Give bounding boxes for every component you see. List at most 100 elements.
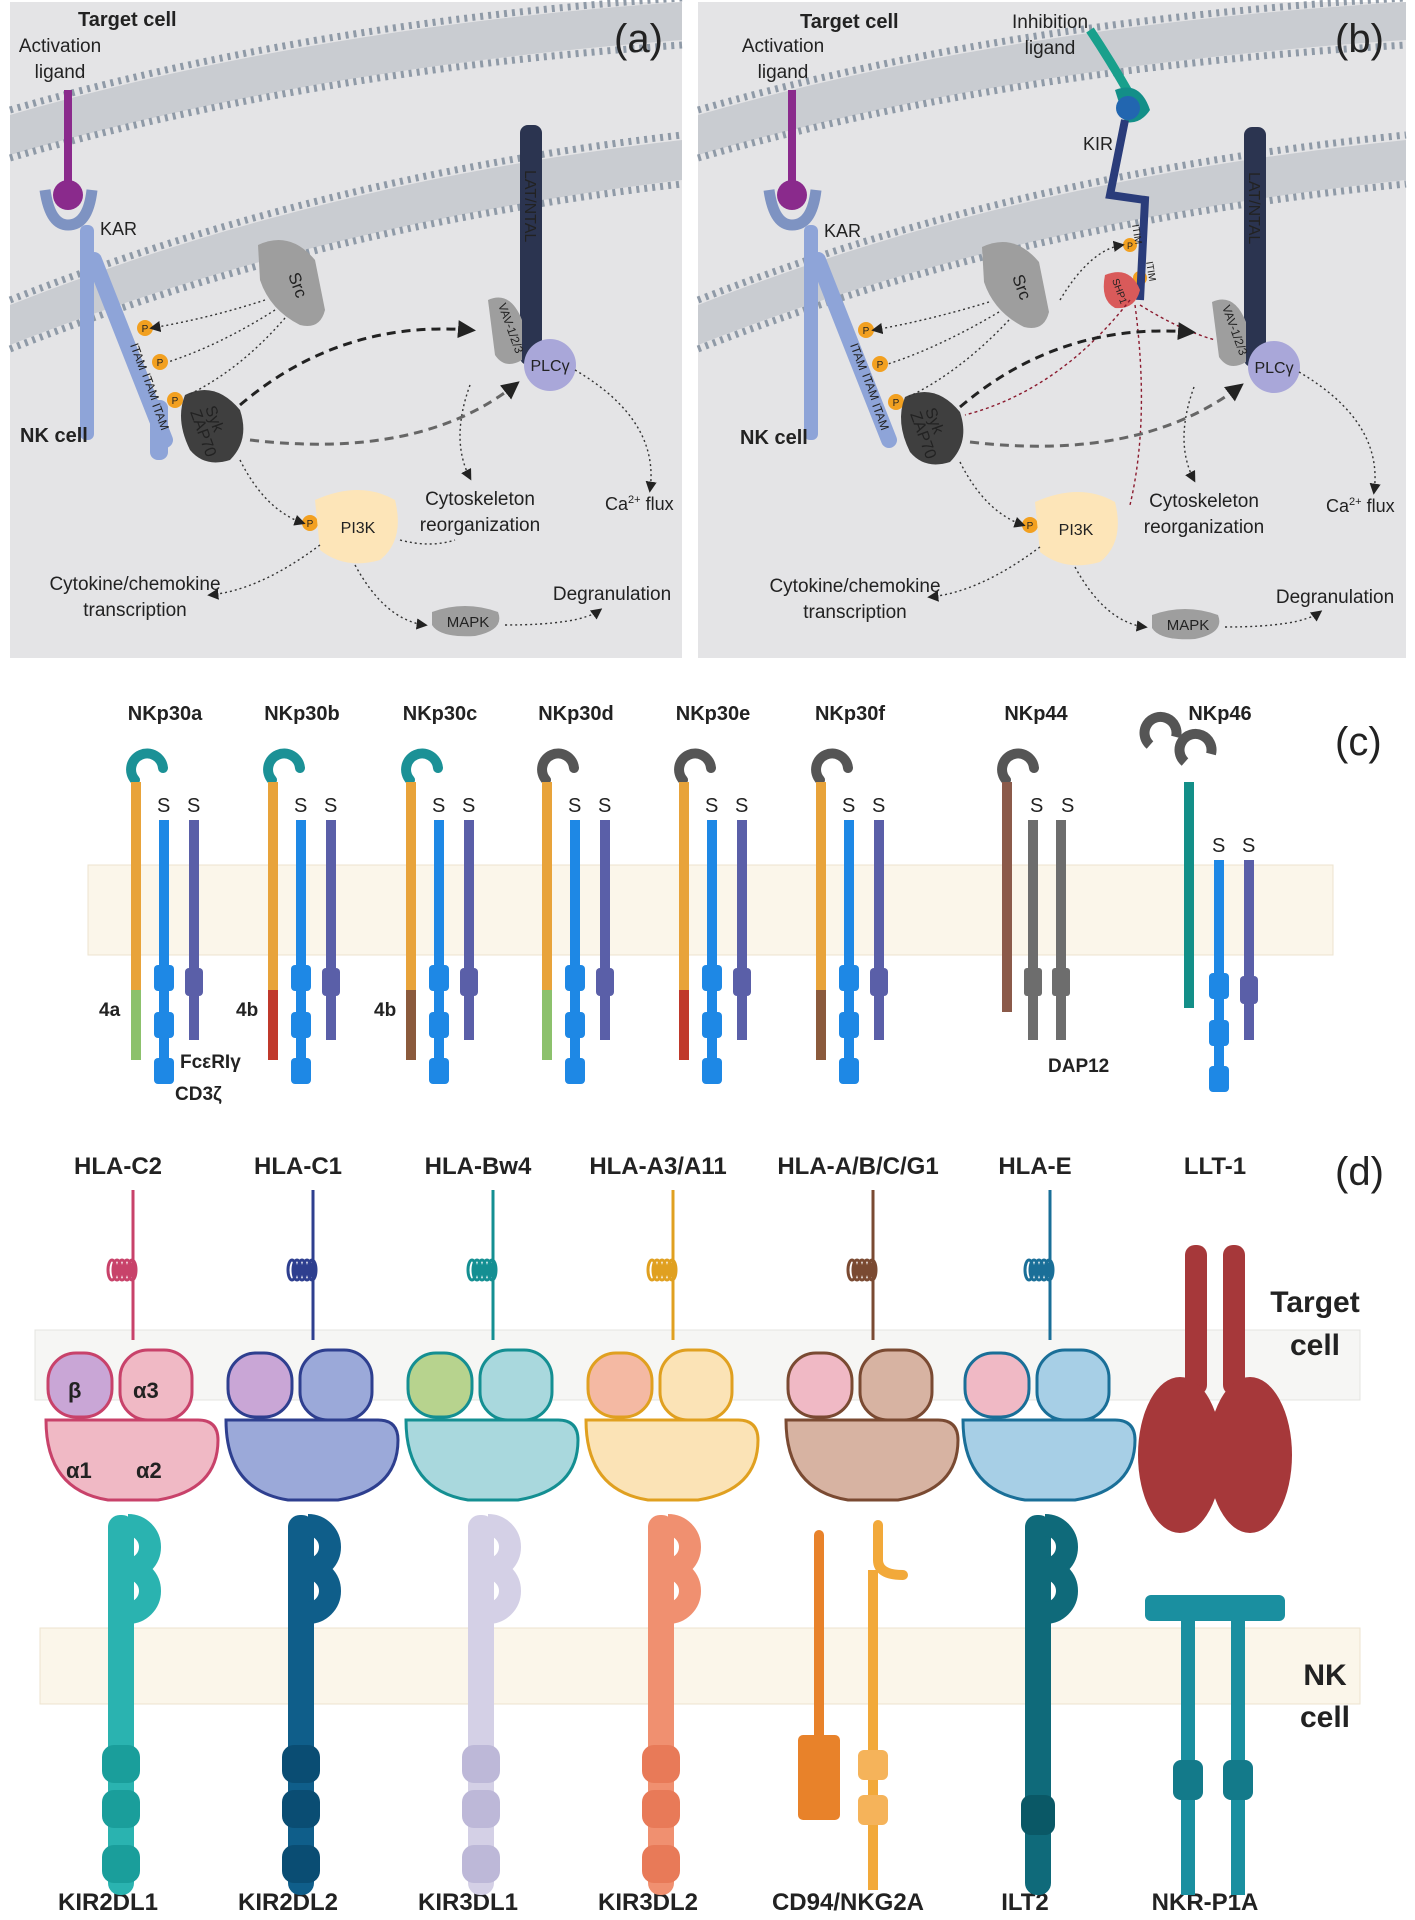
peptide-coil — [121, 1258, 133, 1282]
ig-like-domains — [487, 1514, 521, 1624]
itam-block — [1052, 968, 1070, 996]
fceri-itam — [1240, 976, 1258, 1004]
ncr-chain — [542, 782, 552, 990]
peptide-coil — [861, 1258, 873, 1282]
receptor-kir2dl2: KIR2DL2 — [238, 1514, 341, 1916]
cd3z-itam — [702, 965, 722, 991]
peptide-coil — [846, 1258, 858, 1282]
cd3z-itam — [291, 1058, 311, 1084]
receptor-label: NKp30c — [403, 703, 477, 725]
peptide-coil — [656, 1258, 668, 1282]
cd3z-itam — [429, 1058, 449, 1084]
cd3z-itam — [702, 1012, 722, 1038]
alpha3-domain — [478, 1348, 554, 1422]
itim-block — [858, 1795, 888, 1825]
ig-domain-head — [811, 748, 853, 785]
itim-block — [858, 1750, 888, 1780]
nk-membrane-a — [10, 140, 682, 345]
nkrp1a-head — [1145, 1595, 1285, 1621]
ligand-label: LLT-1 — [1184, 1153, 1246, 1180]
ligand-label: HLA-A3/A11 — [589, 1153, 726, 1180]
plc-gamma-a — [524, 339, 576, 391]
ss-label: S — [324, 795, 337, 817]
ligand-label: HLA-C2 — [74, 1153, 162, 1180]
kar-b — [804, 225, 818, 440]
ss-label: S — [462, 795, 475, 817]
svg-text:PLCγ: PLCγ — [1254, 360, 1293, 377]
receptor-kir3dl2: KIR3DL2 — [598, 1514, 701, 1916]
llt1-chain — [1223, 1245, 1245, 1395]
nkrp1a-block — [1173, 1760, 1203, 1800]
ss-label: S — [1242, 835, 1255, 857]
fceri-chain — [189, 820, 199, 1040]
ss-label: S — [872, 795, 885, 817]
peptide-coil — [466, 1258, 478, 1282]
nk-cell-label-b: NK cell — [740, 427, 808, 449]
ss-label: S — [432, 795, 445, 817]
cd3z-itam — [702, 1058, 722, 1084]
beta2m-domain — [963, 1351, 1031, 1419]
activation-ligand-label-a2: ligand — [35, 62, 86, 83]
itam-chain-a — [86, 252, 173, 448]
peptide-coil — [851, 1258, 863, 1282]
svg-text:Degranulation: Degranulation — [553, 584, 671, 605]
nkg2a-chain — [868, 1570, 878, 1890]
cytoplasmic-tail — [406, 990, 416, 1060]
nkrp1a-chain — [1231, 1620, 1245, 1895]
svg-text:Cytoskeleton: Cytoskeleton — [425, 489, 535, 510]
fceri-chain — [464, 820, 474, 1040]
cd3z-itam — [291, 965, 311, 991]
ligand-hla-a3-a11: HLA-A3/A11 — [584, 1153, 760, 1502]
ss-label: S — [705, 795, 718, 817]
svg-text:P: P — [877, 360, 884, 371]
ss-label: S — [187, 795, 200, 817]
alpha1-label: α1 — [66, 1458, 92, 1483]
ligand-label: HLA-A/B/C/G1 — [777, 1153, 938, 1180]
tail-label: 4b — [236, 1000, 258, 1021]
ligand-llt-1: LLT-1 — [1138, 1153, 1292, 1533]
ig-domain-head — [263, 748, 305, 785]
svg-text:PLCγ: PLCγ — [530, 358, 569, 375]
itim-block — [462, 1745, 500, 1783]
svg-text:cell: cell — [1290, 1329, 1340, 1362]
cd3z-chain — [434, 820, 444, 1070]
receptor-label: CD94/NKG2A — [772, 1889, 924, 1916]
kar-head-a — [39, 189, 98, 231]
peptide-coil — [661, 1258, 673, 1282]
cytoplasmic-tail — [268, 990, 278, 1060]
receptor-label: NKp30d — [538, 703, 614, 725]
peptide-coil — [476, 1258, 488, 1282]
plc-gamma-b — [1248, 341, 1300, 393]
cd3z-itam — [429, 965, 449, 991]
peptide-coil — [1033, 1258, 1045, 1282]
src-a — [258, 240, 325, 326]
dap12-chain — [1028, 820, 1038, 1040]
svg-text:ligand: ligand — [1025, 38, 1076, 59]
svg-text:ligand: ligand — [758, 62, 809, 83]
ligand-hla-c2: HLA-C2 β α3 α1 α2 — [44, 1153, 220, 1502]
nkg2a-head — [873, 1520, 908, 1580]
ncr-chain — [131, 782, 141, 990]
cd3z-itam — [154, 965, 174, 991]
cd3z-itam — [565, 1012, 585, 1038]
lat-ntal-b — [1244, 127, 1266, 367]
itim-block — [102, 1745, 140, 1783]
llt1-head — [1208, 1377, 1292, 1533]
ligand-label: HLA-Bw4 — [425, 1153, 532, 1180]
panel-d-tag: (d) — [1335, 1150, 1384, 1194]
beta2m-domain — [226, 1351, 294, 1419]
ss-label: S — [157, 795, 170, 817]
itim-block — [642, 1790, 680, 1828]
cd3z-label: CD3ζ — [175, 1084, 222, 1105]
cytoplasmic-tail — [679, 990, 689, 1060]
cytoplasmic-tail — [816, 990, 826, 1060]
peptide-coil — [286, 1258, 298, 1282]
receptor-nkp30f: NKp30f S S — [811, 703, 888, 1084]
svg-text:Ca2+ flux: Ca2+ flux — [1326, 496, 1395, 516]
phospho-a: P P P P — [137, 320, 318, 531]
ss-label: S — [1061, 795, 1074, 817]
svg-text:PI3K: PI3K — [341, 520, 376, 537]
receptor-nkp30a: NKp30a 4a S S — [99, 703, 203, 1084]
ig-domain-head — [997, 748, 1039, 785]
